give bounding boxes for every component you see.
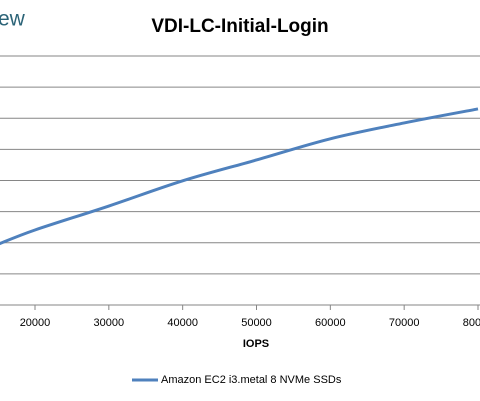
x-tick-label: 50000 [241, 317, 272, 329]
x-axis-label: IOPS [243, 338, 269, 350]
line-series [0, 107, 479, 246]
chart-title: VDI-LC-Initial-Login [151, 16, 328, 37]
x-tick-label: 20000 [20, 317, 51, 329]
plot-area [0, 107, 479, 246]
x-tick-label: 30000 [94, 317, 125, 329]
legend-label: Amazon EC2 i3.metal 8 NVMe SSDs [161, 374, 342, 386]
logo: ew [0, 8, 26, 31]
x-tick-label: 60000 [315, 317, 346, 329]
x-tick-label: 80000 [463, 317, 480, 329]
x-tick-label: 40000 [167, 317, 198, 329]
x-tick-label: 70000 [389, 317, 420, 329]
